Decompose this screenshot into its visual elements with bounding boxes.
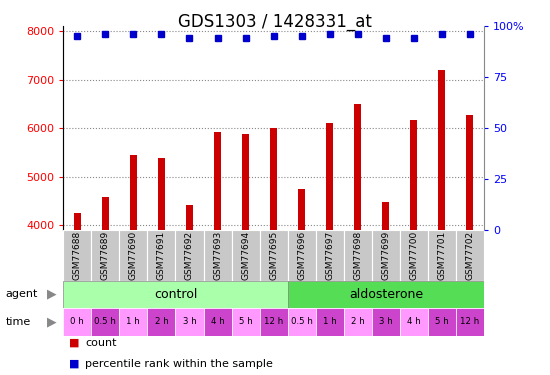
Bar (438, 70, 446, 375)
Bar (326, 123, 333, 375)
Text: GSM77700: GSM77700 (409, 231, 419, 280)
Text: 3 h: 3 h (379, 317, 393, 326)
Text: 0 h: 0 h (70, 317, 84, 326)
Text: GSM77696: GSM77696 (297, 231, 306, 280)
Text: time: time (6, 316, 31, 327)
Bar (316, 308, 344, 336)
Text: 1 h: 1 h (126, 317, 140, 326)
Bar (74, 213, 81, 375)
Text: ▶: ▶ (47, 288, 56, 300)
Bar (400, 230, 428, 280)
Bar (242, 134, 249, 375)
Bar (344, 230, 372, 280)
Bar (466, 115, 474, 375)
Bar (91, 308, 119, 336)
Bar (288, 308, 316, 336)
Bar (130, 155, 137, 375)
Bar (147, 230, 175, 280)
Text: GSM77691: GSM77691 (157, 231, 166, 280)
Bar (63, 280, 288, 308)
Text: GSM77688: GSM77688 (73, 231, 82, 280)
Bar (354, 104, 361, 375)
Bar (400, 308, 428, 336)
Bar (316, 230, 344, 280)
Bar (428, 230, 456, 280)
Text: 3 h: 3 h (183, 317, 196, 326)
Text: GDS1303 / 1428331_at: GDS1303 / 1428331_at (178, 13, 372, 31)
Text: 2 h: 2 h (155, 317, 168, 326)
Text: 4 h: 4 h (211, 317, 224, 326)
Text: 4 h: 4 h (407, 317, 421, 326)
Text: 2 h: 2 h (351, 317, 365, 326)
Text: 0.5 h: 0.5 h (291, 317, 312, 326)
Bar (456, 308, 484, 336)
Bar (232, 308, 260, 336)
Bar (372, 308, 400, 336)
Text: GSM77702: GSM77702 (465, 231, 475, 280)
Bar (214, 132, 221, 375)
Text: 12 h: 12 h (460, 317, 480, 326)
Text: ■: ■ (69, 338, 79, 348)
Bar (298, 189, 305, 375)
Bar (456, 230, 484, 280)
Text: GSM77693: GSM77693 (213, 231, 222, 280)
Bar (158, 158, 165, 375)
Text: GSM77697: GSM77697 (325, 231, 334, 280)
Text: control: control (154, 288, 197, 300)
Text: ■: ■ (69, 359, 79, 369)
Bar (119, 230, 147, 280)
Bar (288, 230, 316, 280)
Text: 1 h: 1 h (323, 317, 337, 326)
Bar (102, 197, 109, 375)
Bar (382, 202, 389, 375)
Bar (147, 308, 175, 336)
Text: 5 h: 5 h (239, 317, 252, 326)
Text: GSM77698: GSM77698 (353, 231, 362, 280)
Bar (344, 308, 372, 336)
Bar (428, 308, 456, 336)
Text: GSM77689: GSM77689 (101, 231, 110, 280)
Text: GSM77699: GSM77699 (381, 231, 390, 280)
Bar (63, 230, 91, 280)
Text: GSM77695: GSM77695 (269, 231, 278, 280)
Bar (260, 230, 288, 280)
Text: 12 h: 12 h (264, 317, 283, 326)
Bar (175, 230, 204, 280)
Bar (91, 230, 119, 280)
Text: agent: agent (6, 289, 38, 299)
Bar (175, 308, 204, 336)
Bar (119, 308, 147, 336)
Text: GSM77701: GSM77701 (437, 231, 447, 280)
Bar (186, 205, 193, 375)
Bar (372, 230, 400, 280)
Bar (288, 280, 484, 308)
Text: GSM77690: GSM77690 (129, 231, 138, 280)
Bar (204, 230, 232, 280)
Text: 0.5 h: 0.5 h (95, 317, 116, 326)
Bar (410, 120, 417, 375)
Bar (260, 308, 288, 336)
Text: ▶: ▶ (47, 315, 56, 328)
Text: GSM77692: GSM77692 (185, 231, 194, 280)
Text: percentile rank within the sample: percentile rank within the sample (85, 359, 273, 369)
Text: count: count (85, 338, 117, 348)
Bar (204, 308, 232, 336)
Bar (270, 128, 277, 375)
Text: 5 h: 5 h (435, 317, 449, 326)
Bar (63, 308, 91, 336)
Text: aldosterone: aldosterone (349, 288, 423, 300)
Bar (232, 230, 260, 280)
Text: GSM77694: GSM77694 (241, 231, 250, 280)
